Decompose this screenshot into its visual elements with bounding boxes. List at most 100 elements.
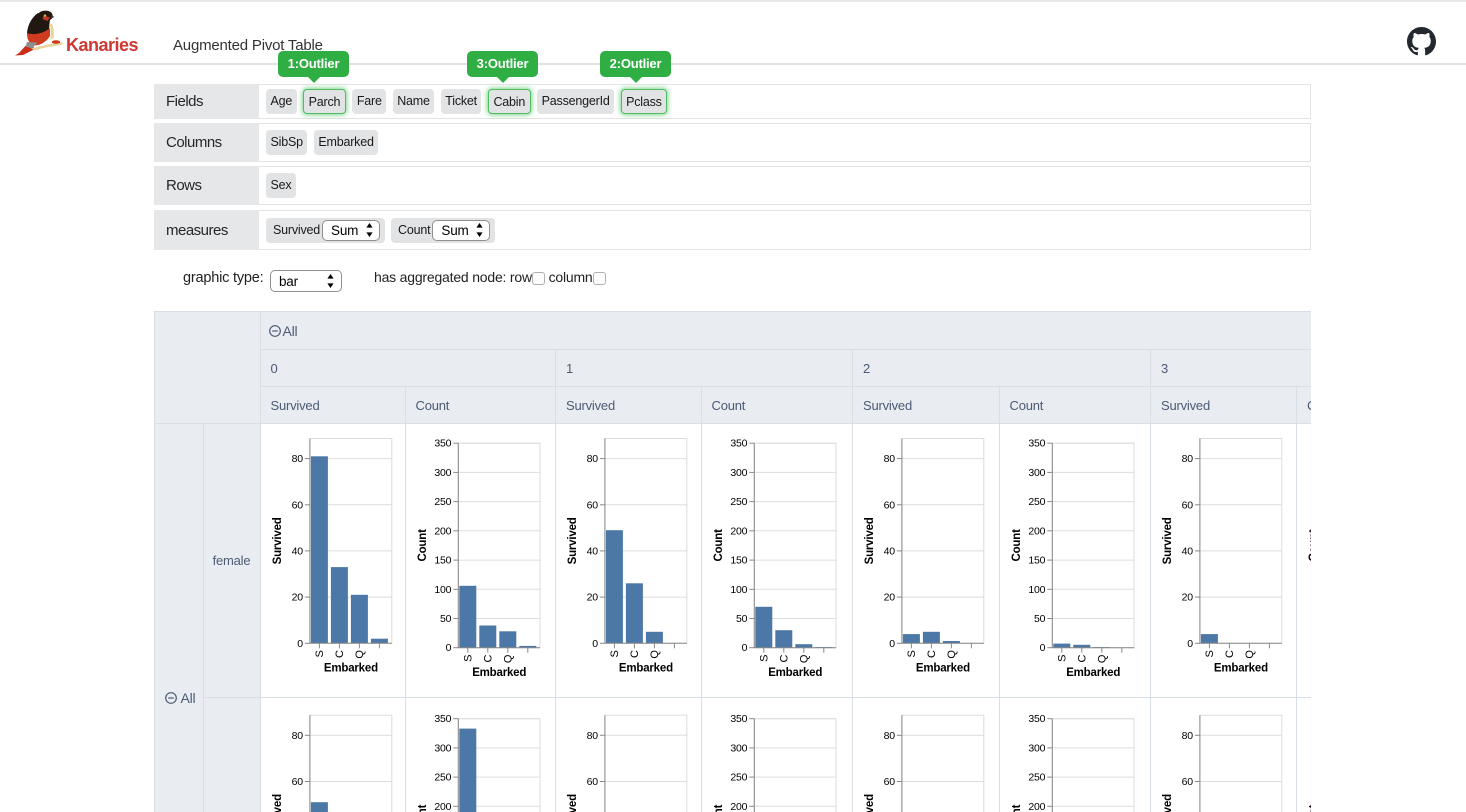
svg-text:300: 300 <box>1028 742 1045 754</box>
svg-text:Count: Count <box>1308 529 1311 562</box>
svg-text:80: 80 <box>587 730 599 742</box>
svg-text:60: 60 <box>1182 776 1194 788</box>
svg-text:40: 40 <box>587 545 599 557</box>
svg-text:Embarked: Embarked <box>323 663 377 675</box>
svg-text:60: 60 <box>291 776 303 788</box>
svg-text:Count: Count <box>417 529 429 562</box>
svg-text:Q: Q <box>649 650 661 659</box>
svg-text:S: S <box>1204 650 1216 657</box>
svg-text:Count: Count <box>1308 804 1311 812</box>
svg-text:0: 0 <box>741 642 747 654</box>
svg-text:100: 100 <box>434 584 451 596</box>
svg-text:60: 60 <box>1182 499 1194 511</box>
svg-text:20: 20 <box>291 592 303 604</box>
svg-text:20: 20 <box>1182 592 1194 604</box>
svg-text:250: 250 <box>1028 496 1045 508</box>
svg-text:300: 300 <box>434 467 451 479</box>
svg-text:300: 300 <box>434 742 451 754</box>
svg-text:C: C <box>1224 650 1236 658</box>
svg-text:350: 350 <box>1028 713 1045 725</box>
svg-text:C: C <box>482 654 494 662</box>
svg-text:C: C <box>629 650 641 658</box>
svg-text:Count: Count <box>713 804 725 812</box>
svg-text:C: C <box>778 654 790 662</box>
svg-text:60: 60 <box>587 499 599 511</box>
svg-text:200: 200 <box>1028 525 1045 537</box>
svg-text:200: 200 <box>730 525 747 537</box>
svg-text:0: 0 <box>889 638 895 650</box>
svg-text:350: 350 <box>730 438 747 450</box>
svg-text:350: 350 <box>434 713 451 725</box>
svg-text:200: 200 <box>730 801 747 812</box>
svg-text:20: 20 <box>884 592 896 604</box>
svg-text:100: 100 <box>730 584 747 596</box>
svg-text:Count: Count <box>417 804 429 812</box>
svg-text:C: C <box>1076 654 1088 662</box>
svg-text:20: 20 <box>587 592 599 604</box>
svg-text:Q: Q <box>502 654 514 663</box>
svg-text:250: 250 <box>730 772 747 784</box>
svg-text:50: 50 <box>736 613 748 625</box>
svg-text:300: 300 <box>1028 467 1045 479</box>
svg-text:S: S <box>313 650 325 657</box>
svg-text:50: 50 <box>440 613 452 625</box>
svg-text:Q: Q <box>1244 650 1256 659</box>
svg-text:0: 0 <box>1187 638 1193 650</box>
svg-text:250: 250 <box>434 496 451 508</box>
svg-text:200: 200 <box>434 801 451 812</box>
svg-text:150: 150 <box>1028 555 1045 567</box>
svg-text:Survived: Survived <box>1162 517 1174 564</box>
svg-text:Survived: Survived <box>272 794 284 812</box>
svg-text:150: 150 <box>434 555 451 567</box>
svg-text:S: S <box>609 650 621 657</box>
svg-text:60: 60 <box>291 499 303 511</box>
svg-text:40: 40 <box>291 545 303 557</box>
svg-text:40: 40 <box>884 545 896 557</box>
svg-text:40: 40 <box>1182 545 1194 557</box>
svg-text:80: 80 <box>291 453 303 465</box>
svg-text:350: 350 <box>434 438 451 450</box>
svg-text:S: S <box>1056 655 1068 662</box>
svg-text:60: 60 <box>884 776 896 788</box>
svg-text:80: 80 <box>884 453 896 465</box>
svg-text:Survived: Survived <box>272 517 284 564</box>
svg-text:80: 80 <box>291 730 303 742</box>
svg-text:Survived: Survived <box>1162 794 1174 812</box>
svg-text:80: 80 <box>1182 453 1194 465</box>
svg-text:Embarked: Embarked <box>1214 663 1268 675</box>
svg-text:Survived: Survived <box>864 517 876 564</box>
svg-text:Embarked: Embarked <box>916 663 970 675</box>
svg-text:80: 80 <box>587 453 599 465</box>
svg-text:Q: Q <box>353 650 365 659</box>
svg-text:Q: Q <box>798 654 810 663</box>
svg-text:250: 250 <box>730 496 747 508</box>
svg-text:Q: Q <box>1096 654 1108 663</box>
svg-text:250: 250 <box>1028 772 1045 784</box>
svg-text:Embarked: Embarked <box>768 667 822 679</box>
svg-text:0: 0 <box>592 638 598 650</box>
svg-text:50: 50 <box>1034 613 1046 625</box>
svg-text:Embarked: Embarked <box>1066 667 1120 679</box>
svg-text:Survived: Survived <box>567 794 579 812</box>
svg-text:80: 80 <box>884 730 896 742</box>
svg-text:S: S <box>462 655 474 662</box>
svg-text:350: 350 <box>730 713 747 725</box>
svg-text:0: 0 <box>445 642 451 654</box>
svg-text:0: 0 <box>297 638 303 650</box>
svg-text:60: 60 <box>884 499 896 511</box>
svg-text:Count: Count <box>713 529 725 562</box>
svg-text:250: 250 <box>434 772 451 784</box>
svg-text:Count: Count <box>1011 804 1023 812</box>
svg-text:Embarked: Embarked <box>619 663 673 675</box>
svg-text:Count: Count <box>1011 529 1023 562</box>
svg-text:300: 300 <box>730 467 747 479</box>
svg-text:300: 300 <box>730 742 747 754</box>
svg-text:Embarked: Embarked <box>472 667 526 679</box>
svg-text:C: C <box>333 650 345 658</box>
svg-text:350: 350 <box>1028 438 1045 450</box>
svg-text:0: 0 <box>1039 642 1045 654</box>
svg-text:150: 150 <box>730 555 747 567</box>
svg-text:Survived: Survived <box>567 517 579 564</box>
svg-text:Q: Q <box>946 650 958 659</box>
svg-text:S: S <box>906 650 918 657</box>
